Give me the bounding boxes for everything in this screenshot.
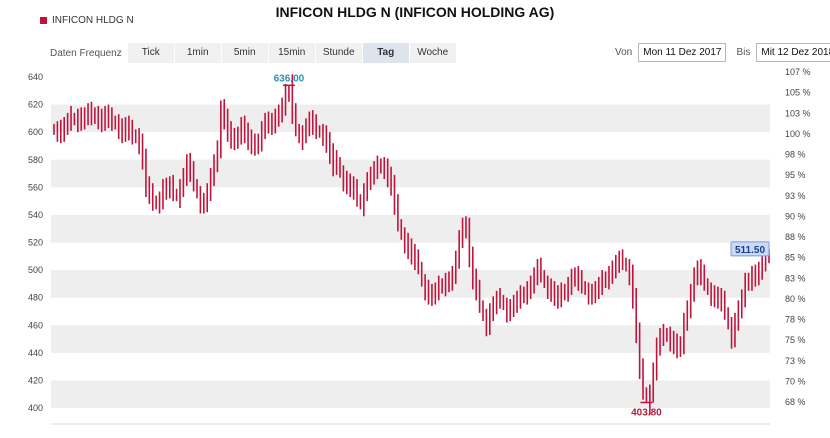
freq-stunde-button[interactable]: Stunde [315,43,362,63]
y2-tick-label: 78 % [785,315,806,325]
y2-tick-label: 90 % [785,211,806,221]
y2-tick-label: 100 % [785,129,811,139]
y-tick-label: 580 [28,155,43,165]
y2-tick-label: 98 % [785,150,806,160]
freq-tag-button[interactable]: Tag [362,43,409,63]
y-tick-label: 500 [28,265,43,275]
freq-5min-button[interactable]: 5min [221,43,268,63]
y-tick-label: 560 [28,182,43,192]
grid-band [51,159,770,188]
freq-15min-button[interactable]: 15min [268,43,315,63]
grid-band [51,270,770,298]
y2-tick-label: 103 % [785,108,811,118]
y2-tick-label: 88 % [785,232,806,242]
y2-tick-label: 73 % [785,356,806,366]
y2-tick-label: 105 % [785,88,811,98]
freq-woche-button[interactable]: Woche [409,43,456,63]
y2-tick-label: 107 % [785,67,811,77]
y-tick-label: 480 [28,293,43,303]
y-tick-label: 520 [28,238,43,248]
y-tick-label: 460 [28,320,43,330]
y-tick-label: 420 [28,375,43,385]
grid-band [51,104,770,133]
last-price-box [730,241,770,257]
grid-band [51,214,770,243]
y2-tick-label: 85 % [785,253,806,263]
y2-tick-label: 75 % [785,335,806,345]
from-date-input[interactable]: Mon 11 Dez 2017 [638,43,727,62]
y-tick-label: 600 [28,127,43,137]
freq-tick-button[interactable]: Tick [127,43,174,63]
y2-tick-label: 68 % [785,397,806,407]
date-range: Von Mon 11 Dez 2017 Bis Mit 12 Dez 2018 [615,43,830,62]
grid-band [51,325,770,353]
legend-swatch [40,17,47,24]
y2-tick-label: 70 % [785,376,806,386]
from-label: Von [615,47,633,58]
to-date-input[interactable]: Mit 12 Dez 2018 [756,43,830,62]
chart-title: INFICON HLDG N (INFICON HOLDING AG) [275,4,555,20]
frequency-label: Daten Frequenz [50,47,122,59]
y-tick-label: 400 [28,403,43,413]
frequency-selector: Daten Frequenz Tick 1min 5min 15min Stun… [50,43,457,63]
to-label: Bis [736,47,751,58]
y2-tick-label: 95 % [785,170,806,180]
y2-tick-label: 93 % [785,191,806,201]
legend-label: INFICON HLDG N [52,15,134,26]
y-tick-label: 540 [28,210,43,220]
y2-tick-label: 80 % [785,294,806,304]
y-tick-label: 640 [28,72,43,82]
legend: INFICON HLDG N [40,15,134,26]
y-tick-label: 440 [28,348,43,358]
max-price-label: 636.00 [274,73,305,84]
y2-tick-label: 83 % [785,273,806,283]
freq-1min-button[interactable]: 1min [174,43,221,63]
last-price-label: 511.50 [735,245,765,256]
grid-band [51,380,770,408]
y-tick-label: 620 [28,100,43,110]
min-price-label: 403.80 [631,407,662,418]
